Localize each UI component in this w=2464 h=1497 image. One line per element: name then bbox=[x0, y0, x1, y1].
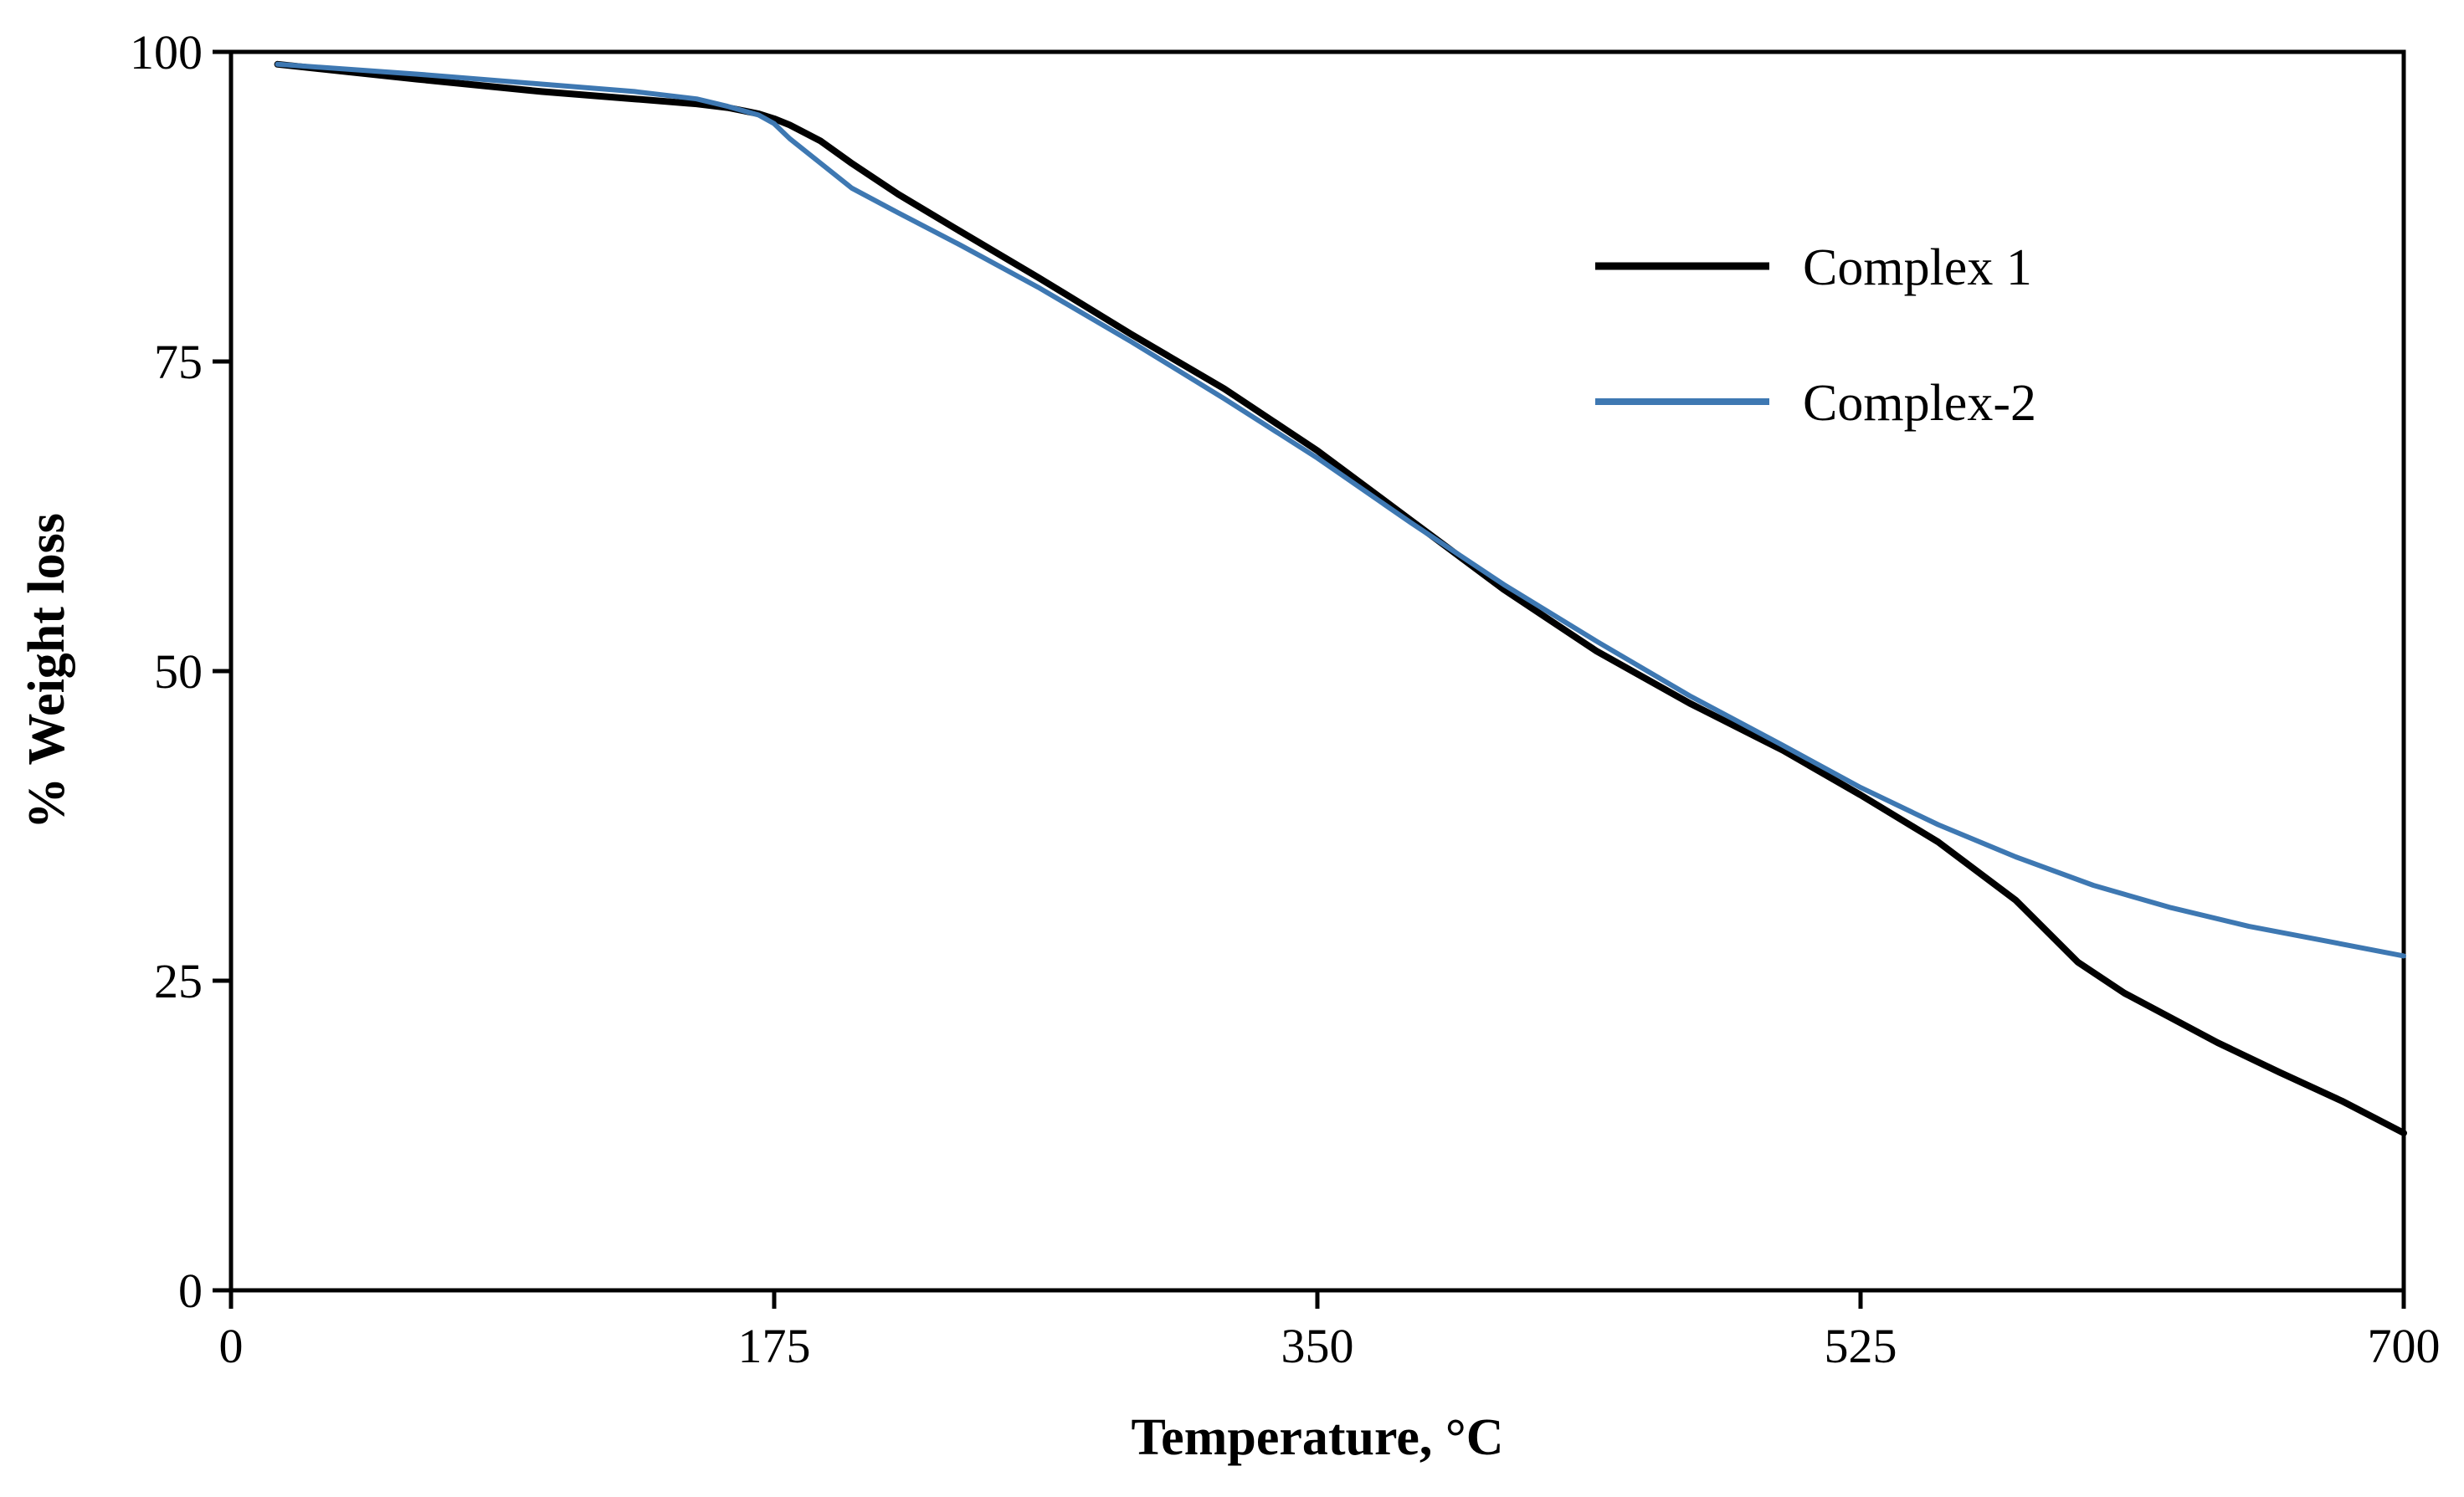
x-tick-label: 525 bbox=[1825, 1319, 1897, 1373]
series-line-2 bbox=[275, 61, 2406, 959]
x-tick-label: 350 bbox=[1281, 1319, 1354, 1373]
y-axis-ticks: 0 25 50 75 100 bbox=[130, 25, 231, 1318]
series-layer bbox=[274, 60, 2407, 1136]
y-tick-label: 75 bbox=[154, 335, 203, 389]
x-tick-label: 700 bbox=[2368, 1319, 2441, 1373]
y-axis-title: % Weight loss bbox=[18, 513, 75, 829]
y-tick-label: 25 bbox=[154, 954, 203, 1008]
y-tick-label: 50 bbox=[154, 644, 203, 699]
y-tick-label: 100 bbox=[130, 25, 203, 79]
x-axis-title: Temperature, °C bbox=[1132, 1409, 1504, 1466]
x-axis-ticks: 0 175 350 525 700 bbox=[219, 1290, 2441, 1373]
legend-label-1: Complex 1 bbox=[1803, 239, 2032, 296]
x-tick-label: 175 bbox=[738, 1319, 811, 1373]
y-tick-label: 0 bbox=[178, 1264, 203, 1318]
legend: Complex 1 Complex-2 bbox=[1595, 239, 2036, 432]
legend-label-2: Complex-2 bbox=[1803, 375, 2036, 432]
x-tick-label: 0 bbox=[219, 1319, 244, 1373]
